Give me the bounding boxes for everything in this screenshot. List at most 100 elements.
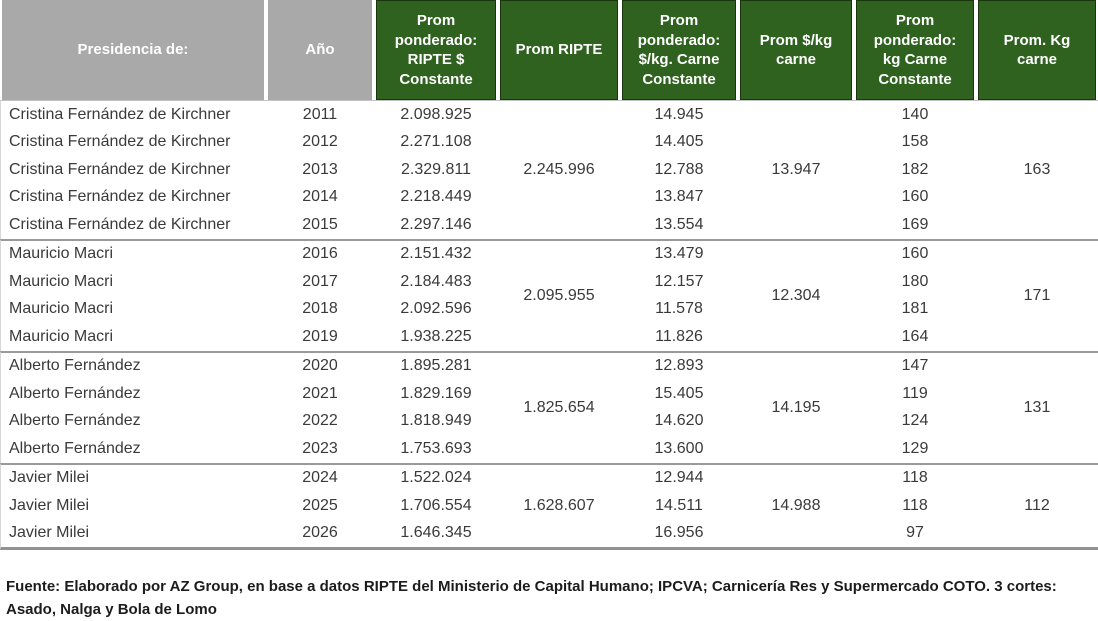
carne-constante-cell: 12.893 <box>620 350 738 381</box>
table-row: Javier Milei 2026 1.646.345 16.956 97 <box>0 519 1098 550</box>
header-prom-ripte: Prom RIPTE <box>498 0 620 100</box>
president-cell: Javier Milei <box>0 462 266 492</box>
header-presidencia-label: Presidencia de: <box>2 0 264 100</box>
prom-ripte-cell: 2.095.955 <box>498 238 620 351</box>
year-cell: 2026 <box>266 520 374 550</box>
ripte-constante-cell: 1.522.024 <box>374 462 498 493</box>
ripte-constante-cell: 2.297.146 <box>400 215 472 233</box>
ripte-constante-cell: 1.818.949 <box>400 412 472 430</box>
president-cell: Cristina Fernández de Kirchner <box>0 183 266 211</box>
president-cell: Mauricio Macri <box>0 268 266 296</box>
table-row: Alberto Fernández 2020 1.895.281 1.825.6… <box>0 350 1098 416</box>
header-presidencia: Presidencia de: <box>0 0 266 100</box>
kg-constante-cell: 158 <box>901 133 929 151</box>
carne-constante-cell: 14.405 <box>654 133 704 151</box>
year-cell: 2016 <box>266 238 374 269</box>
carne-constante-cell: 14.511 <box>655 496 703 514</box>
ripte-constante-cell: 2.151.432 <box>374 238 498 269</box>
table-row: Javier Milei 2024 1.522.024 1.628.607 12… <box>0 462 1098 550</box>
ripte-constante-cell: 1.895.281 <box>374 350 498 381</box>
kg-constante-cell: 147 <box>854 350 976 381</box>
prom-ripte-cell: 1.825.654 <box>498 350 620 463</box>
kg-constante-cell: 182 <box>901 160 929 178</box>
ripte-constante-cell: 2.092.596 <box>400 300 472 318</box>
year-cell: 2020 <box>266 350 374 381</box>
year-cell: 2014 <box>302 188 338 206</box>
header-prom-kg-label: Prom. Kg carne <box>978 0 1096 100</box>
header-ripte-constante: Prom ponderado: RIPTE $ Constante <box>374 0 498 100</box>
kg-constante-cell: 169 <box>901 215 929 233</box>
carne-constante-cell: 12.944 <box>620 462 738 493</box>
prom-kg-cell: 131 <box>976 350 1098 463</box>
carne-constante-cell: 14.620 <box>654 412 704 430</box>
kg-constante-cell: 124 <box>901 412 929 430</box>
kg-constante-cell: 180 <box>901 272 929 290</box>
ripte-constante-cell: 1.646.345 <box>374 520 498 550</box>
president-cell: Mauricio Macri <box>0 323 266 351</box>
president-cell: Cristina Fernández de Kirchner <box>0 156 266 184</box>
table-row: Alberto Fernández 2022 1.818.949 14.620 … <box>0 407 1098 435</box>
table-row: Alberto Fernández 2021 1.829.169 15.405 … <box>0 380 1098 408</box>
ripte-constante-cell: 1.829.169 <box>400 384 472 402</box>
carne-constante-cell: 13.847 <box>654 188 704 206</box>
kg-constante-cell: 97 <box>854 520 976 550</box>
prom-precio-cell: 12.304 <box>738 238 854 351</box>
ripte-constante-cell: 2.218.449 <box>400 188 472 206</box>
kg-constante-cell: 160 <box>854 238 976 269</box>
header-prom-kg: Prom. Kg carne <box>976 0 1098 100</box>
table-row: Cristina Fernández de Kirchner 2011 2.09… <box>0 100 1098 178</box>
president-cell: Alberto Fernández <box>0 380 266 408</box>
prom-kg-cell: 163 <box>976 100 1098 239</box>
kg-constante-cell: 118 <box>902 496 928 514</box>
president-cell: Mauricio Macri <box>0 295 266 323</box>
table-row: Cristina Fernández de Kirchner 2014 2.21… <box>0 183 1098 211</box>
ripte-constante-cell: 2.098.925 <box>374 100 498 129</box>
year-cell: 2015 <box>302 215 338 233</box>
header-carne-constante-label: Prom ponderado: $/kg. Carne Constante <box>622 0 736 100</box>
year-cell: 2022 <box>302 412 338 430</box>
carne-constante-cell: 11.826 <box>655 327 703 345</box>
source-note: Fuente: Elaborado por AZ Group, en base … <box>6 578 1057 618</box>
kg-constante-cell: 140 <box>854 100 976 129</box>
ripte-constante-cell: 1.938.225 <box>400 327 472 345</box>
header-row: Presidencia de: Año Prom ponderado: RIPT… <box>0 0 1098 100</box>
ripte-constante-cell: 2.184.483 <box>400 272 472 290</box>
header-ano: Año <box>266 0 374 100</box>
prom-ripte-cell: 2.245.996 <box>498 100 620 239</box>
kg-constante-cell: 119 <box>902 384 928 402</box>
kg-constante-cell: 160 <box>901 188 929 206</box>
kg-constante-cell: 164 <box>901 327 929 345</box>
year-cell: 2012 <box>302 133 338 151</box>
ripte-constante-cell: 2.271.108 <box>400 133 472 151</box>
header-prom-precio-label: Prom $/kg carne <box>740 0 852 100</box>
year-cell: 2024 <box>266 462 374 493</box>
president-cell: Cristina Fernández de Kirchner <box>0 211 266 239</box>
prom-precio-cell: 14.988 <box>738 462 854 550</box>
carne-constante-cell: 16.956 <box>620 520 738 550</box>
year-cell: 2013 <box>302 160 338 178</box>
header-prom-precio: Prom $/kg carne <box>738 0 854 100</box>
carne-constante-cell: 13.479 <box>620 238 738 269</box>
president-cell: Javier Milei <box>0 519 266 550</box>
year-cell: 2021 <box>302 384 338 402</box>
year-cell: 2018 <box>302 300 338 318</box>
carne-constante-cell: 12.157 <box>654 272 704 290</box>
president-cell: Mauricio Macri <box>0 238 266 268</box>
prom-precio-cell: 13.947 <box>738 100 854 239</box>
prom-ripte-cell: 1.628.607 <box>498 462 620 550</box>
president-cell: Alberto Fernández <box>0 435 266 463</box>
president-cell: Alberto Fernández <box>0 350 266 380</box>
table-row: Mauricio Macri 2017 2.184.483 12.157 180 <box>0 268 1098 296</box>
table-row: Mauricio Macri 2019 1.938.225 11.826 164 <box>0 323 1098 351</box>
president-cell: Alberto Fernández <box>0 407 266 435</box>
carne-constante-cell: 15.405 <box>654 384 704 402</box>
header-kg-constante: Prom ponderado: kg Carne Constante <box>854 0 976 100</box>
ripte-constante-cell: 2.329.811 <box>401 160 471 178</box>
year-cell: 2019 <box>302 327 338 345</box>
carne-constante-cell: 12.788 <box>654 160 704 178</box>
carne-constante-cell: 14.945 <box>620 100 738 129</box>
kg-constante-cell: 181 <box>901 300 929 318</box>
table-row: Cristina Fernández de Kirchner 2012 2.27… <box>0 128 1098 156</box>
header-kg-constante-label: Prom ponderado: kg Carne Constante <box>856 0 974 100</box>
